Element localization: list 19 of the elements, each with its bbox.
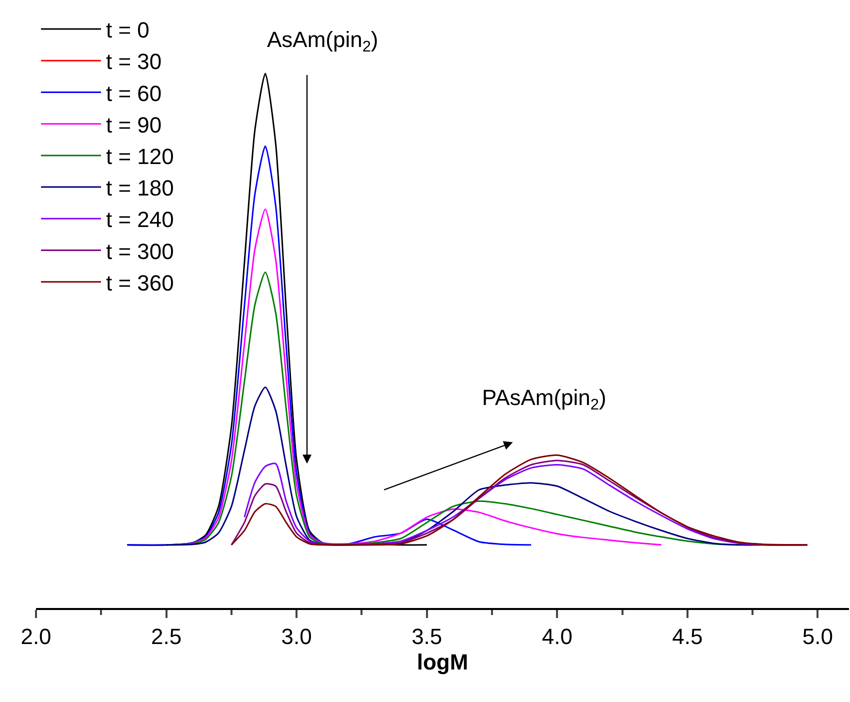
x-tick-label: 2.5 [150,624,182,650]
x-tick-label: 5.0 [802,624,834,650]
legend-label: t = 360 [106,270,174,296]
x-axis-title: logM [416,650,468,675]
legend-label: t = 30 [106,49,162,74]
text: AsAm(pin$_{2}$) [267,27,378,56]
legend-label: t = 120 [106,144,174,170]
annotation: PAsAm(pin$_{2}$) [482,385,606,414]
legend-label: t = 90 [106,112,162,138]
legend-label: t = 60 [106,80,162,106]
legend-label: t = 300 [106,238,174,264]
legend-label: t = 180 [106,176,174,201]
x-tick-label: 2.0 [20,624,52,650]
x-tick-label: 3.5 [412,624,442,650]
x-tick-label: 3.0 [281,624,312,650]
x-tick-label: 4.0 [542,624,572,650]
x-tick-label: 4.5 [672,624,703,650]
legend-label: t = 240 [106,207,174,232]
legend-label: t = 0 [106,18,150,43]
